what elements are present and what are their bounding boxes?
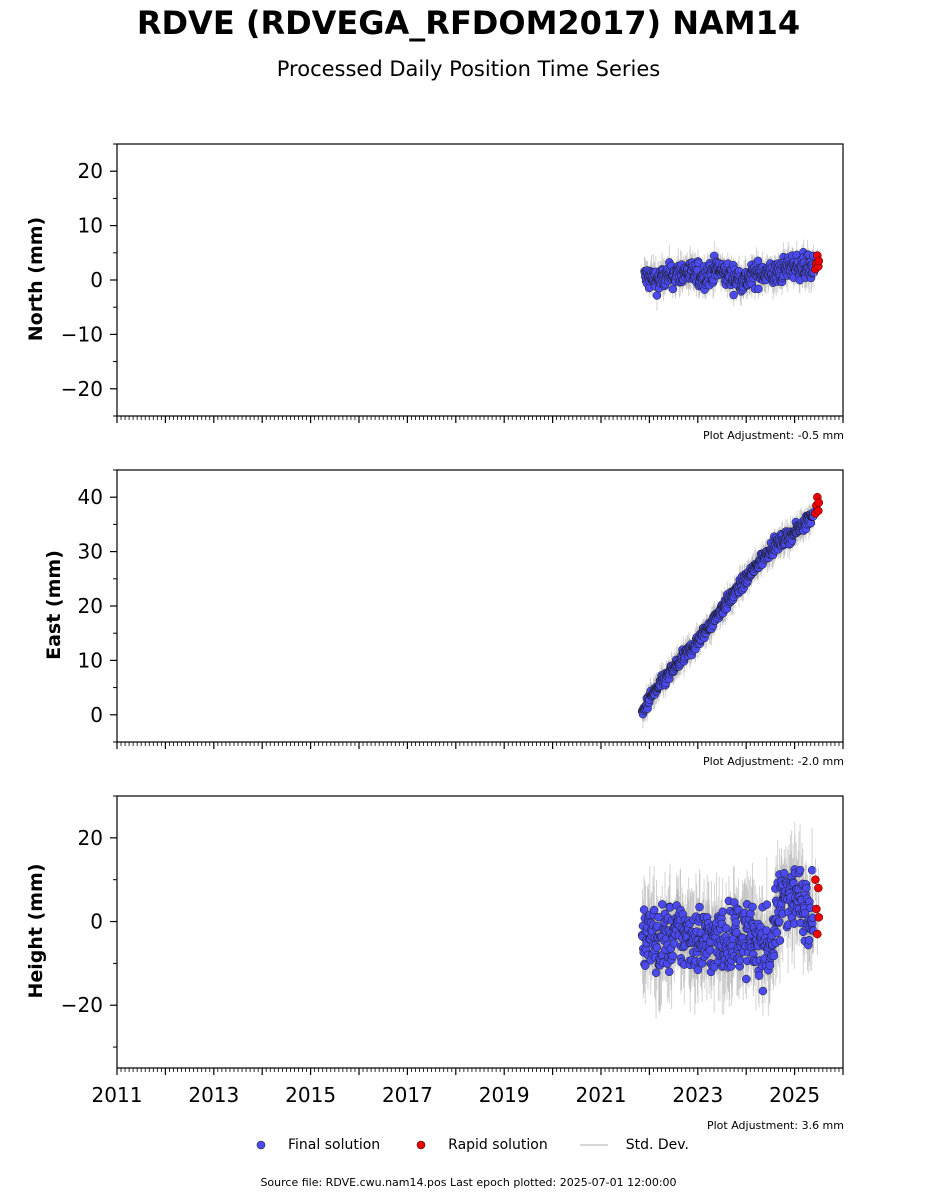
height-final-point bbox=[654, 913, 663, 922]
north-plot-adjustment: Plot Adjustment: -0.5 mm bbox=[703, 429, 844, 442]
north-final-point bbox=[754, 284, 763, 294]
east-ytick-label: 20 bbox=[78, 594, 103, 618]
height-final-point bbox=[748, 902, 757, 912]
height-rapid-point bbox=[811, 875, 820, 884]
final-solution-marker bbox=[256, 1140, 266, 1150]
legend-item-rapid: Rapid solution bbox=[410, 1137, 548, 1153]
height-final-point bbox=[664, 967, 674, 977]
height-final-point bbox=[640, 961, 650, 970]
height-final-point bbox=[772, 928, 782, 937]
height-final-point bbox=[779, 869, 789, 878]
height-xtick-label: 2025 bbox=[769, 1083, 820, 1107]
east-ytick-label: 0 bbox=[90, 703, 103, 727]
east-rapid-point bbox=[814, 498, 824, 507]
height-final-point bbox=[735, 956, 745, 965]
height-final-point bbox=[731, 917, 741, 927]
east-ytick-label: 30 bbox=[78, 540, 103, 564]
east-axis-label: East (mm) bbox=[43, 550, 65, 660]
height-xtick-label: 2017 bbox=[382, 1083, 433, 1107]
height-xtick-label: 2015 bbox=[285, 1083, 336, 1107]
height-final-point bbox=[762, 900, 772, 909]
height-final-point bbox=[718, 907, 727, 916]
height-rapid-point bbox=[814, 913, 824, 922]
height-ytick-label: 0 bbox=[90, 910, 103, 934]
source-footer: Source file: RDVE.cwu.nam14.pos Last epo… bbox=[260, 1176, 677, 1189]
height-ytick-label: −20 bbox=[61, 993, 103, 1017]
height-final-point bbox=[758, 986, 768, 996]
north-final-point bbox=[652, 291, 662, 300]
height-final-point bbox=[649, 905, 659, 915]
height-final-point bbox=[651, 968, 661, 978]
height-xtick-label: 2021 bbox=[576, 1083, 627, 1107]
height-final-point bbox=[639, 905, 649, 914]
north-final-point bbox=[668, 284, 678, 294]
height-xtick-label: 2011 bbox=[92, 1083, 143, 1107]
height-final-point bbox=[693, 965, 703, 975]
legend-item-final: Final solution bbox=[250, 1137, 380, 1153]
height-rapid-point bbox=[814, 883, 823, 893]
legend-std-label: Std. Dev. bbox=[625, 1137, 689, 1153]
height-final-point bbox=[652, 943, 662, 952]
std-dev-line-swatch bbox=[579, 1144, 608, 1146]
height-final-point bbox=[804, 935, 814, 945]
north-ytick-label: 0 bbox=[90, 268, 103, 292]
legend-final-label: Final solution bbox=[288, 1137, 381, 1153]
height-final-point bbox=[769, 951, 779, 961]
north-rapid-point bbox=[814, 256, 824, 266]
height-final-point bbox=[742, 974, 751, 984]
height-final-point bbox=[754, 971, 764, 980]
height-final-point bbox=[695, 902, 704, 912]
height-plot-adjustment: Plot Adjustment: 3.6 mm bbox=[706, 1119, 844, 1132]
north-axis-label: North (mm) bbox=[25, 216, 47, 342]
north-ytick-label: 20 bbox=[78, 159, 103, 183]
east-ytick-label: 40 bbox=[78, 485, 103, 509]
height-final-point bbox=[775, 936, 785, 945]
north-ytick-label: −20 bbox=[61, 377, 103, 401]
east-plot-adjustment: Plot Adjustment: -2.0 mm bbox=[703, 755, 844, 768]
rapid-solution-marker bbox=[416, 1140, 426, 1150]
height-xtick-label: 2023 bbox=[672, 1083, 723, 1107]
height-final-point bbox=[795, 865, 805, 875]
height-final-point bbox=[668, 951, 677, 961]
height-final-point bbox=[802, 883, 811, 893]
height-ytick-label: 20 bbox=[78, 826, 103, 850]
height-xtick-label: 2013 bbox=[188, 1083, 239, 1107]
legend: Final solution Rapid solution Std. Dev. bbox=[250, 1137, 719, 1153]
height-final-point bbox=[774, 917, 784, 926]
north-final-point bbox=[753, 256, 763, 266]
north-final-point bbox=[729, 290, 738, 300]
chart-title: RDVE (RDVEGA_RFDOM2017) NAM14 bbox=[136, 4, 801, 42]
chart-subtitle: Processed Daily Position Time Series bbox=[276, 57, 661, 81]
legend-rapid-label: Rapid solution bbox=[448, 1137, 548, 1153]
east-ytick-label: 10 bbox=[78, 648, 103, 672]
height-rapid-point bbox=[813, 929, 822, 939]
height-final-point bbox=[658, 900, 667, 909]
height-xtick-label: 2019 bbox=[479, 1083, 530, 1107]
north-ytick-label: 10 bbox=[78, 214, 103, 238]
north-ytick-label: −10 bbox=[61, 322, 103, 346]
height-final-point bbox=[765, 961, 775, 970]
height-rapid-point bbox=[812, 904, 821, 914]
height-final-point bbox=[807, 865, 817, 875]
height-final-point bbox=[800, 908, 810, 918]
legend-item-std: Std. Dev. bbox=[578, 1137, 689, 1153]
east-rapid-point bbox=[814, 506, 823, 516]
height-axis-label: Height (mm) bbox=[25, 863, 47, 999]
